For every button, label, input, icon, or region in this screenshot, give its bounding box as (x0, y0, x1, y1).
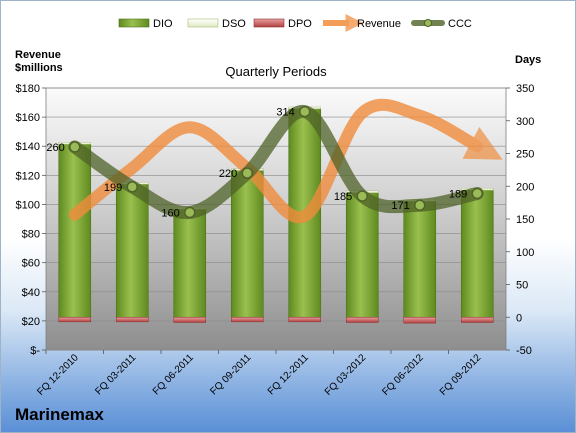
y-left-tick-label: $160 (16, 112, 40, 124)
bar-dpo (403, 317, 436, 324)
y-left-tick-label: $140 (16, 141, 40, 153)
chart-title: Quarterly Periods (225, 64, 327, 79)
legend-swatch-dso (187, 18, 219, 28)
legend-swatch-dpo (253, 18, 285, 28)
ccc-data-label: 160 (161, 207, 179, 219)
ccc-data-label: 189 (449, 188, 467, 200)
ccc-point (126, 181, 138, 193)
y-right-tick-label: 200 (516, 181, 534, 193)
y-left-tick-label: $20 (22, 316, 40, 328)
y-right-tick-label: -50 (516, 345, 532, 357)
y-left-tick-label: $80 (22, 229, 40, 241)
ccc-point (184, 206, 196, 219)
y-left-label-line2: $millions (15, 62, 63, 74)
bar-dpo (231, 317, 264, 323)
legend-label: Revenue (357, 18, 401, 30)
y-right-tick-label: 300 (516, 116, 534, 128)
y-right-tick-label: 150 (516, 214, 534, 226)
x-tick-label: FQ 12-2011 (266, 352, 311, 397)
ccc-point (299, 105, 311, 118)
company-name: Marinemax (15, 405, 104, 424)
legend-label: CCC (448, 18, 472, 30)
legend-swatch-dio (118, 18, 150, 28)
y-right-label: Days (515, 54, 541, 66)
legend-swatch-ccc-marker (424, 19, 432, 27)
y-left-tick-label: $120 (16, 170, 40, 182)
ccc-data-label: 314 (276, 107, 294, 119)
ccc-point (471, 187, 483, 200)
x-tick-label: FQ 12-2010 (35, 352, 81, 398)
bar-dio (230, 170, 264, 318)
x-tick-label: FQ 03-2011 (93, 352, 138, 397)
bar-dpo (173, 317, 206, 323)
series-line-revenue (68, 98, 503, 224)
ccc-point (69, 141, 81, 153)
bar-dpo (346, 317, 379, 323)
ccc-data-label: 185 (334, 191, 352, 203)
y-right-tick-label: 350 (516, 83, 534, 95)
legend-label: DSO (222, 18, 246, 30)
ccc-point (356, 190, 368, 202)
series-line-ccc (68, 105, 484, 220)
legend-label: DIO (153, 18, 173, 30)
y-right-tick-label: 0 (516, 312, 522, 324)
bar-dpo (461, 317, 494, 323)
y-left-tick-label: $40 (22, 287, 40, 299)
bar-dpo (288, 317, 321, 323)
bar-dpo (116, 317, 149, 323)
ccc-data-label: 260 (46, 142, 64, 154)
bar-dpo (58, 317, 91, 323)
ccc-point (414, 199, 426, 211)
legend-label: DPO (288, 18, 312, 30)
y-left-label-line1: Revenue (15, 49, 61, 61)
bar-dio (460, 189, 494, 318)
y-left-tick-label: $100 (16, 199, 40, 211)
y-right-tick-label: 50 (516, 280, 528, 292)
x-tick-label: FQ 03-2012 (323, 352, 369, 398)
x-tick-label: FQ 09-2011 (208, 352, 253, 397)
y-left-tick-label: $60 (22, 258, 40, 270)
y-right-tick-label: 100 (516, 247, 534, 259)
bar-dio (173, 208, 207, 318)
bar-dio (115, 183, 149, 318)
ccc-data-label: 199 (104, 182, 122, 194)
bar-dio (403, 201, 437, 318)
y-left-tick-label: $- (30, 345, 40, 357)
y-right-tick-label: 250 (516, 149, 534, 161)
x-tick-label: FQ 06-2011 (151, 352, 196, 397)
bar-dio (345, 192, 379, 318)
bar-dio (58, 144, 92, 318)
ccc-data-label: 220 (219, 168, 237, 180)
x-tick-label: FQ 06-2012 (380, 352, 426, 398)
ccc-data-label: 171 (391, 200, 409, 212)
x-tick-label: FQ 09-2012 (438, 352, 484, 398)
legend: DIO DSO DPO Revenue CCC (118, 14, 472, 32)
y-left-tick-label: $180 (16, 83, 40, 95)
ccc-point (241, 167, 253, 179)
